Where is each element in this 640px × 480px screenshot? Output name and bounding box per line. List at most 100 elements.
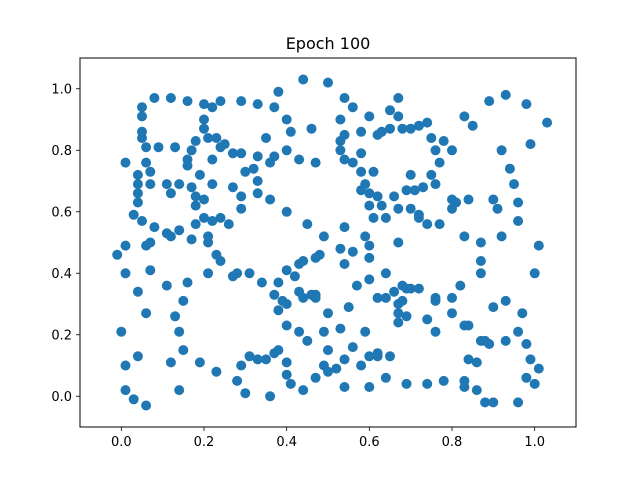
data-point <box>364 274 375 285</box>
y-tick-label: 0.2 <box>51 328 72 343</box>
data-point <box>347 102 358 113</box>
data-point <box>120 268 131 279</box>
data-point <box>120 240 131 251</box>
data-point <box>199 114 209 125</box>
data-point <box>240 166 251 177</box>
data-point <box>137 102 147 113</box>
data-point <box>525 139 536 150</box>
data-point <box>356 126 367 137</box>
data-point <box>236 191 247 202</box>
data-point <box>521 372 532 383</box>
data-point <box>281 357 292 368</box>
data-point <box>199 99 209 110</box>
data-point <box>393 237 404 248</box>
data-point <box>232 375 243 386</box>
data-point <box>265 194 276 205</box>
data-point <box>405 169 416 180</box>
data-point <box>323 345 333 356</box>
data-point <box>281 206 292 217</box>
data-point <box>174 179 185 190</box>
data-point <box>492 203 503 214</box>
data-point <box>409 185 420 196</box>
data-point <box>285 126 296 137</box>
data-point <box>475 237 486 248</box>
data-point <box>252 176 263 186</box>
data-point <box>240 388 251 399</box>
data-point <box>339 382 350 392</box>
data-point <box>393 317 404 328</box>
data-point <box>273 345 284 356</box>
data-point <box>112 249 123 260</box>
data-point <box>132 197 143 208</box>
data-point <box>521 339 532 349</box>
data-point <box>372 191 383 202</box>
data-point <box>430 295 441 306</box>
data-point <box>248 163 259 174</box>
data-point <box>132 169 143 180</box>
data-point <box>165 93 176 103</box>
data-point <box>447 145 457 156</box>
data-point <box>285 378 296 389</box>
data-point <box>393 93 404 103</box>
data-point <box>405 123 416 134</box>
data-point <box>434 157 445 168</box>
data-point <box>149 93 160 103</box>
data-point <box>356 148 367 159</box>
data-point <box>323 308 333 319</box>
data-point <box>273 86 284 97</box>
data-point <box>132 188 143 199</box>
data-point <box>405 283 416 294</box>
data-point <box>385 105 395 116</box>
data-point <box>364 240 375 251</box>
data-point <box>244 268 255 279</box>
data-point <box>306 123 317 134</box>
data-point <box>120 385 131 396</box>
data-point <box>447 203 457 214</box>
data-point <box>463 320 474 331</box>
y-tick-label: 0.8 <box>51 144 72 159</box>
data-point <box>422 378 433 389</box>
data-point <box>455 280 466 291</box>
data-point <box>364 252 375 263</box>
data-point <box>463 354 474 365</box>
data-point <box>281 145 292 156</box>
data-point <box>517 308 528 319</box>
data-point <box>356 166 367 177</box>
data-point <box>236 360 247 371</box>
data-point <box>513 397 524 408</box>
data-point <box>236 148 247 159</box>
data-point <box>475 268 486 279</box>
data-point <box>174 326 185 337</box>
data-point <box>364 111 375 122</box>
data-point <box>385 123 395 134</box>
data-point <box>372 292 383 303</box>
data-point <box>261 354 271 365</box>
data-point <box>533 240 544 251</box>
data-point <box>339 154 350 165</box>
data-point <box>347 157 358 168</box>
data-point <box>475 256 486 266</box>
data-point <box>298 385 309 396</box>
data-point <box>401 311 412 322</box>
data-point <box>331 363 342 374</box>
data-point <box>339 222 350 233</box>
data-point <box>165 231 176 242</box>
x-tick-label: 0.4 <box>276 435 297 450</box>
data-point <box>471 385 482 396</box>
data-point <box>463 194 474 205</box>
data-point <box>339 93 350 103</box>
data-point <box>186 182 197 193</box>
data-point <box>323 366 333 377</box>
data-point <box>488 194 499 205</box>
data-point <box>418 182 429 193</box>
data-point <box>413 212 424 223</box>
y-tick-label: 1.0 <box>51 82 72 97</box>
data-point <box>252 99 263 110</box>
data-point <box>186 234 197 245</box>
data-point <box>203 133 214 143</box>
data-point <box>265 157 276 168</box>
data-point <box>368 212 379 223</box>
data-point <box>459 231 470 242</box>
data-point <box>141 400 152 411</box>
